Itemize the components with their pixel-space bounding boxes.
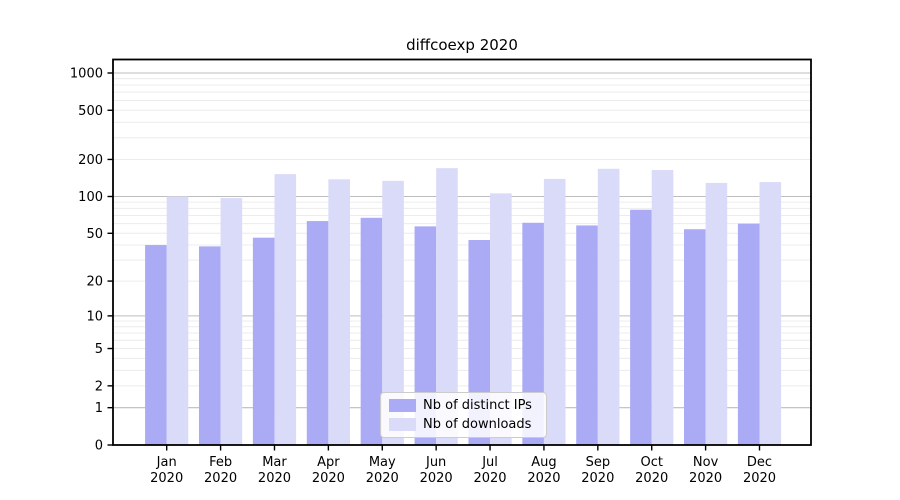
bar-downloads-jul bbox=[490, 193, 512, 445]
x-tick-label-year: 2020 bbox=[473, 471, 506, 486]
x-tick-label-month: May bbox=[369, 455, 396, 470]
y-tick-label: 50 bbox=[86, 227, 103, 242]
bar-ips-dec bbox=[737, 223, 760, 445]
x-tick-label-month: Feb bbox=[209, 455, 232, 470]
x-tick-label-month: Dec bbox=[747, 455, 772, 470]
bar-downloads-aug bbox=[543, 178, 566, 445]
bar-ips-mar bbox=[252, 237, 275, 445]
bar-ips-feb bbox=[198, 246, 221, 445]
bar-ips-nov bbox=[684, 229, 706, 445]
y-tick-label: 2 bbox=[95, 379, 103, 394]
bar-ips-apr bbox=[306, 221, 329, 445]
y-tick-label: 10 bbox=[86, 309, 103, 324]
x-tick-label-year: 2020 bbox=[204, 471, 237, 486]
bar-ips-jan bbox=[145, 245, 167, 445]
bar-downloads-jan bbox=[166, 196, 189, 445]
y-tick-label: 1 bbox=[95, 401, 103, 416]
x-tick-label-year: 2020 bbox=[689, 471, 722, 486]
bar-downloads-jun bbox=[436, 168, 458, 445]
legend-swatch-downloads bbox=[389, 418, 416, 431]
x-tick-label-month: Apr bbox=[317, 455, 340, 470]
bar-downloads-mar bbox=[274, 174, 297, 445]
x-tick-label-year: 2020 bbox=[527, 471, 560, 486]
x-tick-label-year: 2020 bbox=[150, 471, 183, 486]
y-tick-label: 200 bbox=[78, 153, 103, 168]
legend-label-downloads: Nb of downloads bbox=[423, 417, 532, 432]
bar-downloads-apr bbox=[328, 179, 350, 445]
bar-ips-oct bbox=[630, 209, 652, 445]
legend-label-distinct-ips: Nb of distinct IPs bbox=[423, 398, 532, 413]
y-tick-label: 0 bbox=[95, 439, 103, 454]
x-tick-label-year: 2020 bbox=[420, 471, 453, 486]
x-tick-label-month: Jun bbox=[425, 455, 446, 470]
x-tick-label-month: Jul bbox=[481, 455, 498, 470]
x-tick-label-month: Mar bbox=[262, 455, 287, 470]
bar-ips-sep bbox=[576, 225, 598, 445]
bar-ips-aug bbox=[522, 222, 544, 445]
bar-downloads-nov bbox=[705, 182, 728, 446]
bar-downloads-feb bbox=[220, 198, 243, 445]
legend-item-downloads: Nb of downloads bbox=[389, 417, 538, 432]
x-tick-label-month: Nov bbox=[693, 455, 719, 470]
y-tick-label: 20 bbox=[86, 275, 103, 290]
bar-ips-jun bbox=[414, 226, 437, 445]
chart-title: diffcoexp 2020 bbox=[406, 36, 518, 54]
x-tick-label-year: 2020 bbox=[635, 471, 668, 486]
y-tick-label: 1000 bbox=[70, 67, 103, 82]
x-tick-label-year: 2020 bbox=[743, 471, 776, 486]
x-tick-label-month: Aug bbox=[531, 455, 556, 470]
x-tick-label-year: 2020 bbox=[258, 471, 291, 486]
y-tick-label: 100 bbox=[78, 190, 103, 205]
x-tick-label-month: Jan bbox=[156, 455, 177, 470]
bar-downloads-dec bbox=[759, 182, 782, 446]
x-tick-label-year: 2020 bbox=[312, 471, 345, 486]
x-tick-label-year: 2020 bbox=[366, 471, 399, 486]
bar-ips-may bbox=[360, 217, 383, 445]
y-tick-label: 500 bbox=[78, 104, 103, 119]
legend: Nb of distinct IPs Nb of downloads bbox=[380, 392, 547, 438]
x-tick-label-year: 2020 bbox=[581, 471, 614, 486]
x-tick-label-month: Sep bbox=[586, 455, 611, 470]
bar-downloads-may bbox=[382, 180, 404, 445]
legend-swatch-distinct-ips bbox=[389, 399, 416, 412]
plot-frame bbox=[112, 58, 812, 446]
bar-downloads-sep bbox=[597, 168, 620, 445]
bar-downloads-oct bbox=[651, 170, 674, 445]
x-tick-label-month: Oct bbox=[640, 455, 662, 470]
legend-item-distinct-ips: Nb of distinct IPs bbox=[389, 398, 538, 413]
y-tick-label: 5 bbox=[95, 342, 103, 357]
